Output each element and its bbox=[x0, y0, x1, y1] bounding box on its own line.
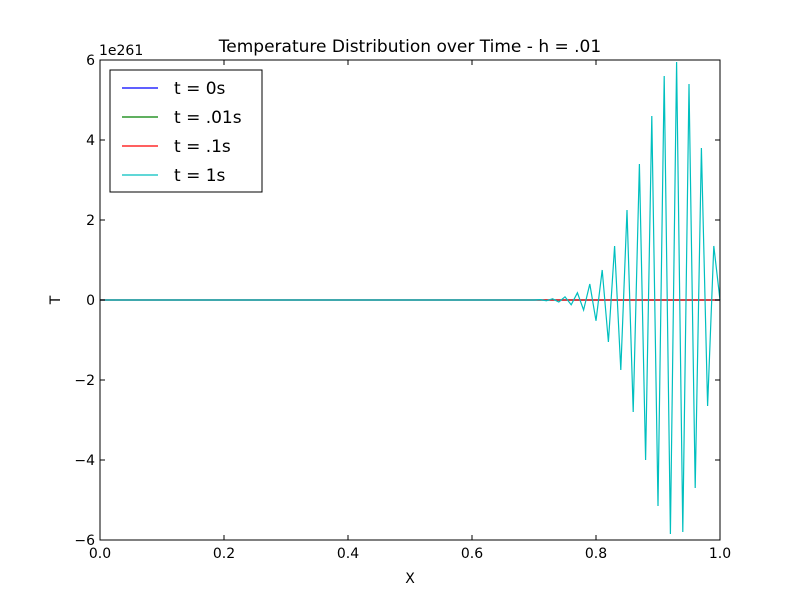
x-tick-label: 0.4 bbox=[337, 546, 359, 562]
legend-label-2: t = .1s bbox=[174, 137, 231, 157]
x-tick-label: 0.0 bbox=[89, 546, 111, 562]
legend: t = 0s t = .01s t = .1s t = 1s bbox=[109, 69, 263, 193]
y-tick-label: 6 bbox=[86, 53, 95, 69]
chart-title: Temperature Distribution over Time - h =… bbox=[218, 37, 601, 57]
y-tick-label: −2 bbox=[74, 373, 95, 389]
ticks-layer: 0.0 0.2 0.4 0.6 0.8 1.0 −6 −4 −2 0 2 4 6 bbox=[74, 53, 731, 562]
legend-label-1: t = .01s bbox=[174, 108, 242, 128]
x-axis-label: X bbox=[405, 571, 415, 587]
x-tick-label: 0.6 bbox=[461, 546, 483, 562]
x-tick-label: 1.0 bbox=[709, 546, 731, 562]
y-tick-label: 0 bbox=[86, 293, 95, 309]
y-tick-label: 4 bbox=[86, 133, 95, 149]
x-tick-label: 0.8 bbox=[585, 546, 607, 562]
y-axis-label: T bbox=[48, 295, 64, 305]
y-tick-label: −6 bbox=[74, 533, 95, 549]
legend-label-0: t = 0s bbox=[174, 79, 226, 99]
legend-label-3: t = 1s bbox=[174, 166, 226, 186]
x-tick-label: 0.2 bbox=[213, 546, 235, 562]
y-offset-label: 1e261 bbox=[99, 43, 143, 59]
series-layer bbox=[100, 61, 721, 535]
y-tick-label: 2 bbox=[86, 213, 95, 229]
y-tick-label: −4 bbox=[74, 453, 95, 469]
series-line-3 bbox=[100, 61, 721, 535]
legend-frame bbox=[109, 69, 263, 193]
